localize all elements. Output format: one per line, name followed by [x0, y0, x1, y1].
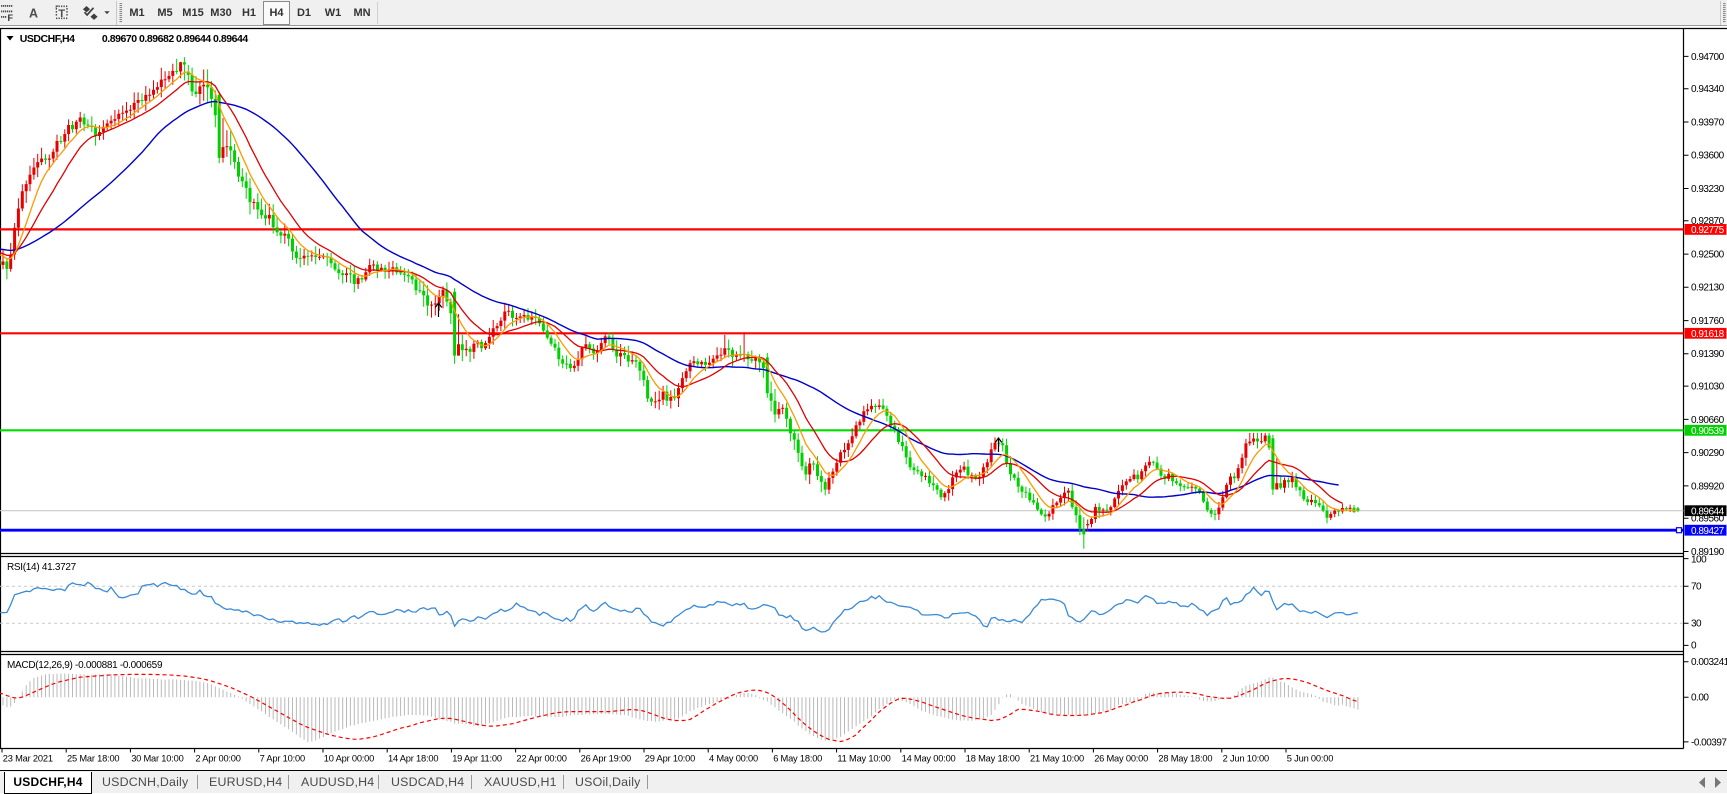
svg-text:26 May 00:00: 26 May 00:00 [1094, 754, 1148, 764]
svg-text:MACD(12,26,9) -0.000881 -0.000: MACD(12,26,9) -0.000881 -0.000659 [7, 660, 163, 671]
svg-text:2 Jun 10:00: 2 Jun 10:00 [1223, 754, 1269, 764]
svg-text:0.00: 0.00 [1691, 693, 1709, 704]
svg-text:0.89670: 0.89670 [102, 33, 137, 45]
svg-text:0.92500: 0.92500 [1691, 250, 1725, 261]
svg-text:-0.003976: -0.003976 [1691, 737, 1727, 748]
svg-text:0.89644: 0.89644 [1691, 506, 1725, 517]
svg-text:28 May 18:00: 28 May 18:00 [1158, 754, 1212, 764]
svg-text:0.91030: 0.91030 [1691, 382, 1725, 393]
svg-text:29 Apr 10:00: 29 Apr 10:00 [645, 754, 695, 764]
svg-text:100: 100 [1691, 555, 1707, 566]
svg-text:19 Apr 11:00: 19 Apr 11:00 [452, 754, 502, 764]
svg-text:0.91618: 0.91618 [1691, 329, 1725, 340]
svg-text:23 Mar 2021: 23 Mar 2021 [3, 754, 53, 764]
svg-text:7 Apr 10:00: 7 Apr 10:00 [260, 754, 305, 764]
svg-text:14 Apr 18:00: 14 Apr 18:00 [388, 754, 438, 764]
svg-text:0.89190: 0.89190 [1691, 547, 1725, 558]
svg-text:2 Apr 00:00: 2 Apr 00:00 [195, 754, 240, 764]
svg-text:30 Mar 10:00: 30 Mar 10:00 [131, 754, 183, 764]
svg-text:0.89682: 0.89682 [139, 33, 174, 45]
svg-text:6 May 18:00: 6 May 18:00 [773, 754, 822, 764]
svg-text:0.91390: 0.91390 [1691, 349, 1725, 360]
svg-text:F: F [8, 13, 14, 23]
svg-text:26 Apr 19:00: 26 Apr 19:00 [581, 754, 631, 764]
svg-text:0.90539: 0.90539 [1691, 426, 1725, 437]
svg-text:18 May 18:00: 18 May 18:00 [966, 754, 1020, 764]
svg-text:5 Jun 00:00: 5 Jun 00:00 [1287, 754, 1333, 764]
svg-text:0.89644: 0.89644 [213, 33, 248, 45]
svg-text:25 Mar 18:00: 25 Mar 18:00 [67, 754, 119, 764]
svg-text:0.93970: 0.93970 [1691, 117, 1725, 128]
svg-text:70: 70 [1691, 582, 1702, 593]
svg-text:0.92130: 0.92130 [1691, 283, 1725, 294]
svg-text:T: T [58, 8, 65, 20]
svg-text:0.94700: 0.94700 [1691, 52, 1725, 63]
svg-text:0.89560: 0.89560 [1691, 514, 1725, 525]
svg-text:30: 30 [1691, 619, 1702, 630]
svg-text:11 May 10:00: 11 May 10:00 [837, 754, 890, 764]
svg-text:0.90290: 0.90290 [1691, 448, 1725, 459]
svg-text:0.89920: 0.89920 [1691, 481, 1725, 492]
svg-text:0.89427: 0.89427 [1691, 526, 1725, 537]
svg-text:RSI(14) 41.3727: RSI(14) 41.3727 [7, 562, 77, 573]
svg-text:0.89644: 0.89644 [176, 33, 211, 45]
svg-text:USDCHF,H4: USDCHF,H4 [20, 33, 75, 45]
svg-text:4 May 00:00: 4 May 00:00 [709, 754, 758, 764]
svg-text:A: A [29, 7, 38, 21]
svg-text:0.90660: 0.90660 [1691, 415, 1725, 426]
svg-text:0.93600: 0.93600 [1691, 151, 1725, 162]
svg-text:10 Apr 00:00: 10 Apr 00:00 [324, 754, 374, 764]
svg-text:0.92870: 0.92870 [1691, 216, 1725, 227]
svg-text:0: 0 [1691, 640, 1697, 651]
svg-text:14 May 00:00: 14 May 00:00 [902, 754, 956, 764]
svg-text:21 May 10:00: 21 May 10:00 [1030, 754, 1084, 764]
svg-text:0.92775: 0.92775 [1691, 225, 1725, 236]
svg-text:0.94340: 0.94340 [1691, 84, 1725, 95]
svg-text:0.91760: 0.91760 [1691, 316, 1725, 327]
svg-text:0.93230: 0.93230 [1691, 184, 1725, 195]
svg-text:0.003241: 0.003241 [1691, 657, 1727, 668]
svg-text:22 Apr 00:00: 22 Apr 00:00 [516, 754, 566, 764]
